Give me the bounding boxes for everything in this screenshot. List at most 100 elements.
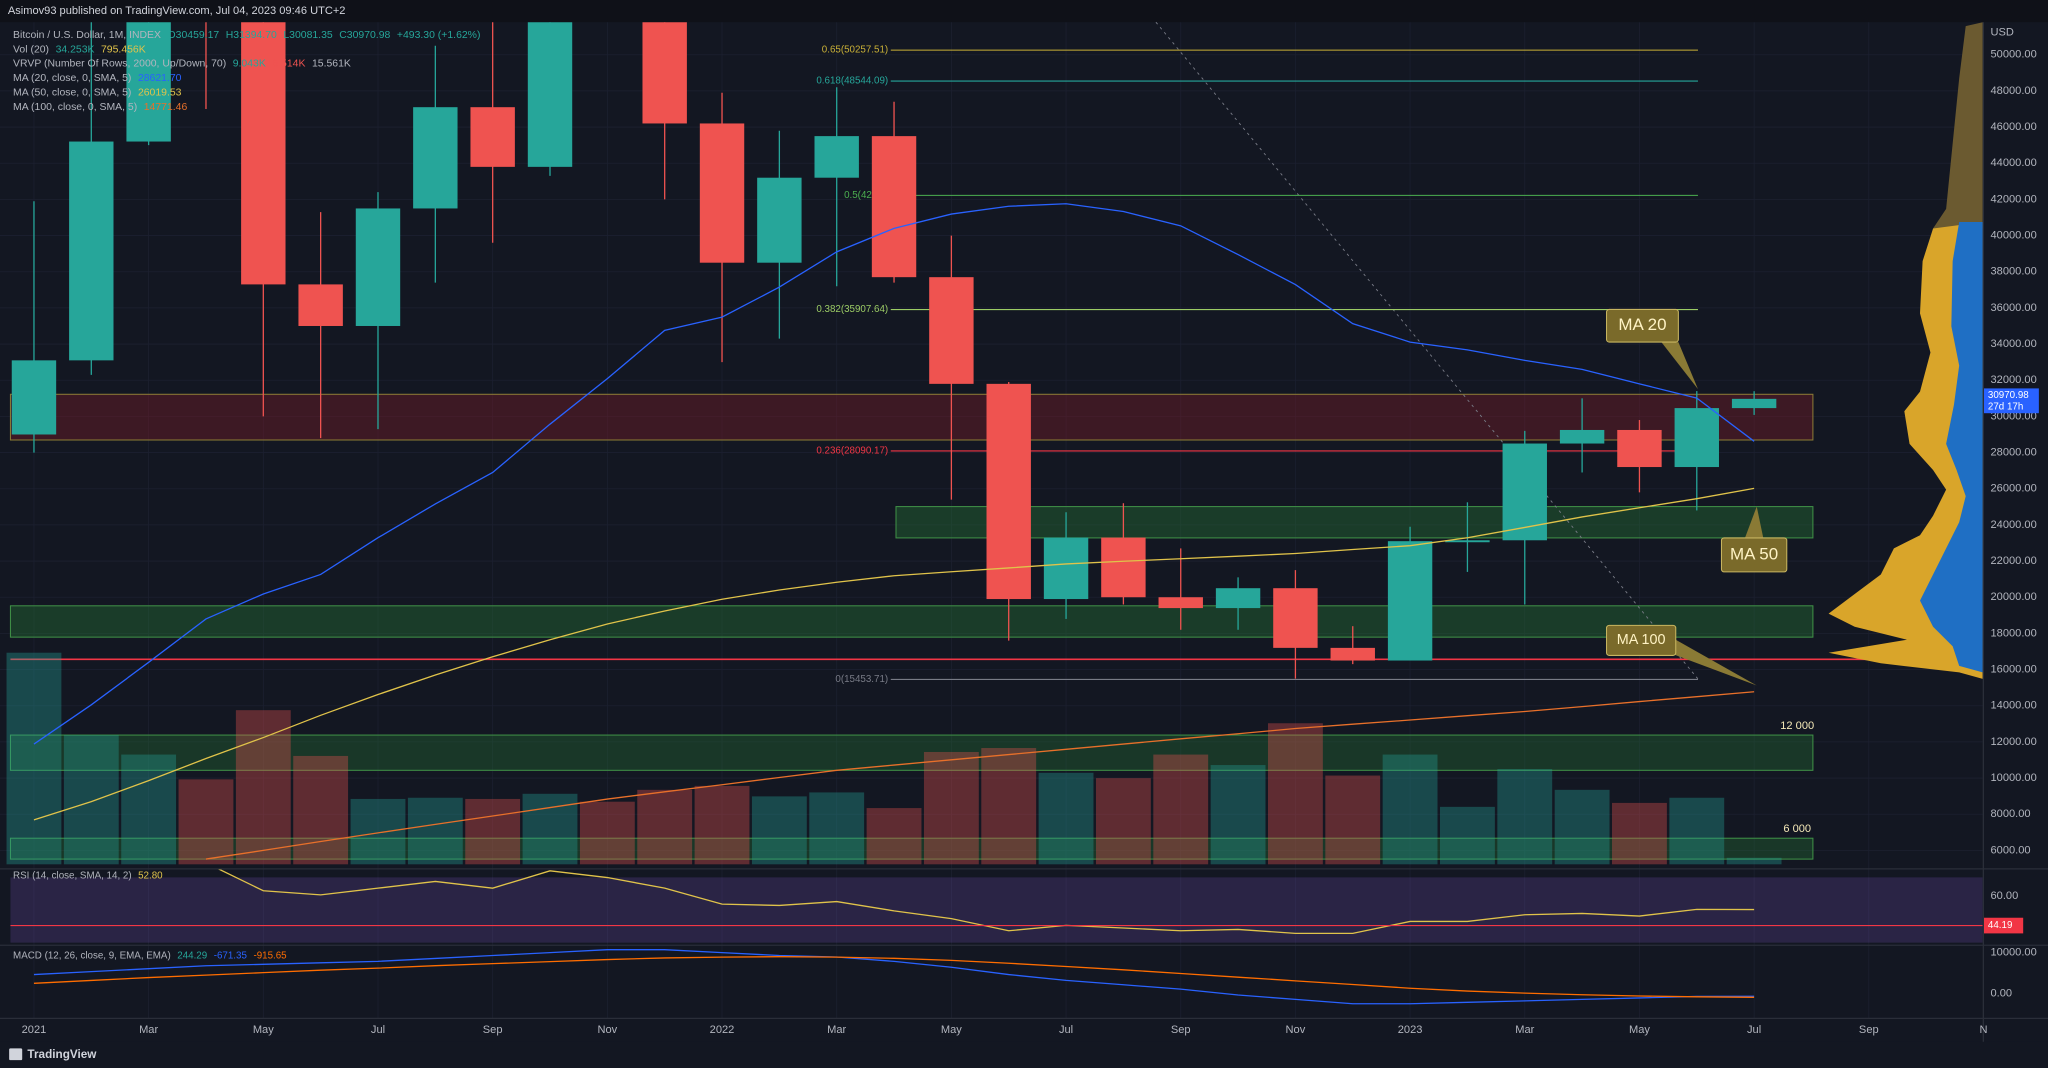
legend-label: MA (20, close, 0, SMA, 5) bbox=[13, 73, 131, 84]
candle-body bbox=[1617, 429, 1662, 468]
volume-bar bbox=[1382, 754, 1438, 865]
volume-bar bbox=[63, 734, 119, 865]
volume-bar bbox=[1669, 797, 1725, 865]
moving-average bbox=[33, 203, 1755, 745]
candle-body bbox=[1273, 588, 1318, 648]
volume-bar bbox=[637, 789, 693, 865]
candle-body bbox=[1101, 537, 1146, 598]
x-tick-label: Jul bbox=[1059, 1024, 1073, 1036]
y-tick-label: 30000.00 bbox=[1991, 410, 2037, 422]
candle-body bbox=[1043, 537, 1089, 600]
volume-bar bbox=[235, 710, 291, 865]
fib-label: 0(15453.71) bbox=[835, 674, 888, 685]
candle-body bbox=[757, 177, 802, 263]
indicator-line bbox=[218, 869, 1755, 935]
candle-body bbox=[699, 123, 745, 263]
volume-bar bbox=[1210, 765, 1266, 865]
candle-body bbox=[1330, 647, 1375, 661]
candle-body bbox=[1445, 540, 1490, 543]
y-tick-label: 38000.00 bbox=[1991, 266, 2037, 278]
volume-bar bbox=[1612, 802, 1667, 865]
volume-bar bbox=[121, 754, 177, 865]
volume-bar bbox=[522, 793, 578, 865]
x-tick-label: Mar bbox=[139, 1024, 158, 1036]
candle-body bbox=[413, 107, 458, 209]
bottom-bar bbox=[0, 1041, 2048, 1068]
callout bbox=[1606, 624, 1677, 656]
y-tick-label: 34000.00 bbox=[1991, 338, 2037, 350]
fib-label: 0.65(50257.51) bbox=[822, 45, 888, 56]
y-tick-label: 50000.00 bbox=[1991, 49, 2037, 61]
candle-body bbox=[814, 136, 859, 178]
volume-bar bbox=[866, 808, 922, 865]
y-tick-label: 20000.00 bbox=[1991, 591, 2037, 603]
volume-profile bbox=[1828, 22, 1983, 679]
legend-value: C30970.98 bbox=[339, 30, 390, 41]
support-zone bbox=[895, 506, 1814, 539]
moving-average bbox=[205, 691, 1755, 860]
volume-bar bbox=[1440, 806, 1495, 865]
volume-bar bbox=[694, 785, 750, 865]
candle-body bbox=[527, 22, 573, 167]
profile-upper bbox=[1933, 22, 1983, 229]
moving-average bbox=[33, 487, 1755, 821]
callout bbox=[1606, 308, 1679, 343]
y-tick-label: 0.00 bbox=[1991, 987, 2013, 999]
axis-unit: USD bbox=[1991, 27, 2014, 39]
callout-pointer bbox=[1744, 506, 1764, 538]
y-tick-label: 40000.00 bbox=[1991, 229, 2037, 241]
x-tick-label: Nov bbox=[597, 1024, 617, 1036]
rsi-tag-label: 44.19 bbox=[1988, 920, 2012, 931]
x-tick-label: Jul bbox=[1747, 1024, 1761, 1036]
published-note: Asimov93 published on TradingView.com, J… bbox=[8, 5, 346, 17]
legend-value: H31394.70 bbox=[226, 30, 277, 41]
volume-zone bbox=[9, 837, 1814, 860]
x-tick-label: 2022 bbox=[710, 1024, 735, 1036]
brand-logo bbox=[9, 1048, 23, 1061]
x-tick-label: N bbox=[1979, 1024, 1987, 1036]
callout-text: MA 100 bbox=[1617, 632, 1666, 648]
callout-text: MA 20 bbox=[1618, 315, 1666, 334]
legend-value: O30459.17 bbox=[168, 30, 220, 41]
profile-down bbox=[1920, 221, 1983, 673]
volume-bar bbox=[1038, 772, 1094, 865]
price-pane: 0.65(50257.51) 0.618(48544.09) 0.5(42225 0.… bbox=[6, 22, 1782, 865]
y-tick-label: 6000.00 bbox=[1991, 844, 2031, 856]
trend-line bbox=[1155, 21, 1699, 680]
fib-label: 0.5(42225 bbox=[844, 190, 889, 201]
rsi-band bbox=[10, 877, 1983, 943]
legend-value: 795.456K bbox=[101, 44, 146, 55]
candle-body bbox=[1731, 398, 1777, 409]
y-tick-label: 10000.00 bbox=[1991, 947, 2037, 959]
y-tick-label: 26000.00 bbox=[1991, 483, 2037, 495]
rsi-value: 52.80 bbox=[138, 871, 163, 882]
legend-label: VRVP (Number Of Rows, 2000, Up/Down, 70) bbox=[13, 59, 226, 70]
volume-bar bbox=[1325, 775, 1381, 865]
legend-value: 26019.53 bbox=[138, 87, 182, 98]
legend-value: 15.561K bbox=[312, 59, 351, 70]
y-tick-label: 36000.00 bbox=[1991, 302, 2037, 314]
x-tick-label: Jul bbox=[371, 1024, 385, 1036]
legend: Bitcoin / U.S. Dollar, 1M, INDEX O30459.1… bbox=[13, 30, 480, 113]
price-tag-label: 30970.98 bbox=[1988, 390, 2029, 401]
candle-body bbox=[986, 383, 1031, 600]
x-tick-label: 2023 bbox=[1398, 1024, 1423, 1036]
macd-title: MACD (12, 26, close, 9, EMA, EMA) bbox=[13, 950, 171, 961]
volume-bar bbox=[178, 779, 234, 865]
annotations: MA 20 MA 50 MA 100 bbox=[1606, 308, 1788, 686]
candle-body bbox=[470, 107, 515, 167]
volume-bar bbox=[981, 748, 1037, 865]
y-tick-label: 8000.00 bbox=[1991, 808, 2031, 820]
x-tick-label: Sep bbox=[483, 1024, 503, 1036]
volume-bar bbox=[465, 798, 521, 865]
y-tick-label: 24000.00 bbox=[1991, 519, 2037, 531]
y-tick-label: 22000.00 bbox=[1991, 555, 2037, 567]
x-tick-label: Mar bbox=[827, 1024, 846, 1036]
legend-value: 14771.46 bbox=[144, 102, 188, 113]
x-tick-label: Nov bbox=[1286, 1024, 1306, 1036]
macd-value: -915.65 bbox=[253, 950, 287, 961]
y-tick-label: 48000.00 bbox=[1991, 85, 2037, 97]
macd-lines bbox=[33, 949, 1755, 1005]
candle-body bbox=[929, 277, 974, 384]
zones bbox=[9, 21, 1983, 860]
